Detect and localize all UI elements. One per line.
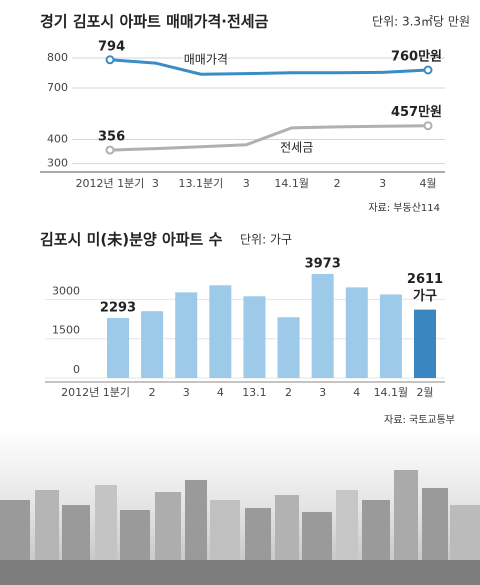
annotation: 가구 [413,289,437,304]
unit: 단위: 3.3㎡당 만원 [372,15,470,29]
x-tick-label: 4 [353,386,360,399]
x-tick-label: 2 [285,386,292,399]
x-tick-label: 3 [379,177,386,190]
x-tick-label: 3 [319,386,326,399]
data-label: 794 [98,39,125,54]
marker [423,121,433,131]
data-label: 2611 [407,272,443,287]
y-tick-label: 400 [47,132,68,145]
bar [209,285,232,378]
bar [243,296,266,378]
bar [277,317,300,378]
data-label: 356 [98,130,125,145]
y-tick-label: 0 [73,363,80,376]
bar [141,311,164,378]
chart-title: 경기 김포시 아파트 매매가격·전세금 [40,13,269,31]
line [109,124,429,152]
source: 자료: 부동산114 [368,202,440,214]
x-tick-label: 13.1 [242,386,267,399]
x-tick-label: 2 [334,177,341,190]
x-tick-label: 3 [152,177,159,190]
unit: 단위: 가구 [240,233,292,247]
bar [345,287,368,378]
bar [379,294,402,378]
y-tick-label: 700 [47,81,68,94]
y-tick-label: 1500 [52,324,80,337]
series-label: 전세금 [280,140,313,154]
marker [105,55,115,65]
x-tick-label: 2월 [416,386,433,399]
line [109,58,429,76]
x-tick-label: 13.1분기 [178,177,223,190]
x-tick-label: 3 [183,386,190,399]
data-label: 3973 [305,256,341,271]
x-tick-label: 2012년 1분기 [76,177,145,190]
source: 자료: 국토교통부 [384,414,455,426]
y-tick-label: 3000 [52,284,80,297]
y-tick-label: 800 [47,51,68,64]
series-label: 매매가격 [184,53,228,67]
x-tick-label: 2 [149,386,156,399]
data-label: 760만원 [391,49,442,65]
x-tick-label: 14.1월 [274,177,309,190]
marker [105,145,115,155]
bar [175,292,198,378]
y-tick-label: 300 [47,157,68,170]
chart-title: 김포시 미(未)분양 아파트 수 [40,231,223,249]
bar [414,309,436,378]
marker [423,65,433,75]
bar [311,273,334,378]
data-label: 457만원 [391,104,442,120]
data-label: 2293 [100,300,136,315]
x-tick-label: 3 [243,177,250,190]
bar [107,317,129,378]
x-tick-label: 14.1월 [374,386,409,399]
photo [0,430,480,585]
x-tick-label: 4 [217,386,224,399]
x-tick-label: 2012년 1분기 [61,386,130,399]
x-tick-label: 4월 [419,177,436,190]
